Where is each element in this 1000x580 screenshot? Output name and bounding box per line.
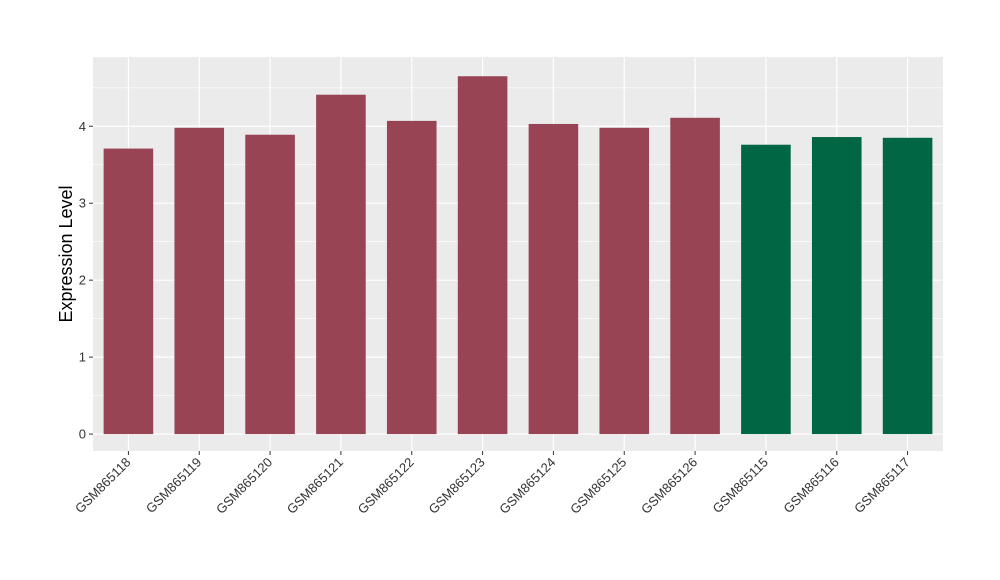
y-axis-title: Expression Level bbox=[56, 185, 76, 322]
x-tick-label: GSM865119 bbox=[143, 455, 205, 517]
x-tick-label: GSM865118 bbox=[72, 455, 134, 517]
x-tick-label: GSM865121 bbox=[284, 455, 346, 517]
x-tick-label: GSM865116 bbox=[780, 455, 842, 517]
minor-gridlines bbox=[93, 87, 943, 396]
x-tick-label: GSM865126 bbox=[638, 455, 700, 517]
x-tick-label: GSM865123 bbox=[425, 455, 487, 517]
x-tick-label: GSM865124 bbox=[496, 455, 558, 517]
bar bbox=[811, 137, 862, 435]
y-tick-label: 0 bbox=[79, 427, 86, 442]
x-tick-label: GSM865120 bbox=[213, 455, 275, 517]
bar bbox=[174, 127, 225, 435]
bar bbox=[457, 76, 508, 435]
x-tick-label: GSM865117 bbox=[851, 455, 913, 517]
x-tick-label: GSM865125 bbox=[567, 455, 629, 517]
bar bbox=[103, 148, 154, 435]
bar bbox=[316, 94, 366, 435]
y-tick-label: 3 bbox=[79, 196, 86, 211]
bar bbox=[882, 137, 933, 435]
y-tick-label: 2 bbox=[79, 273, 86, 288]
x-tick-label: GSM865115 bbox=[709, 455, 771, 517]
bars bbox=[103, 76, 933, 435]
y-axis: 0 1 2 3 4 bbox=[79, 119, 93, 442]
bar bbox=[528, 123, 579, 435]
y-tick-label: 1 bbox=[79, 350, 86, 365]
x-axis: GSM865118 GSM865119 GSM865120 GSM865121 GSM8… bbox=[72, 451, 913, 517]
x-tick-label: GSM865122 bbox=[355, 455, 417, 517]
bar bbox=[599, 127, 650, 435]
plot-panel bbox=[93, 57, 943, 451]
bar bbox=[741, 144, 791, 435]
y-tick-label: 4 bbox=[79, 119, 86, 134]
bar bbox=[386, 120, 437, 435]
bar bbox=[670, 117, 720, 435]
bar bbox=[245, 134, 295, 435]
